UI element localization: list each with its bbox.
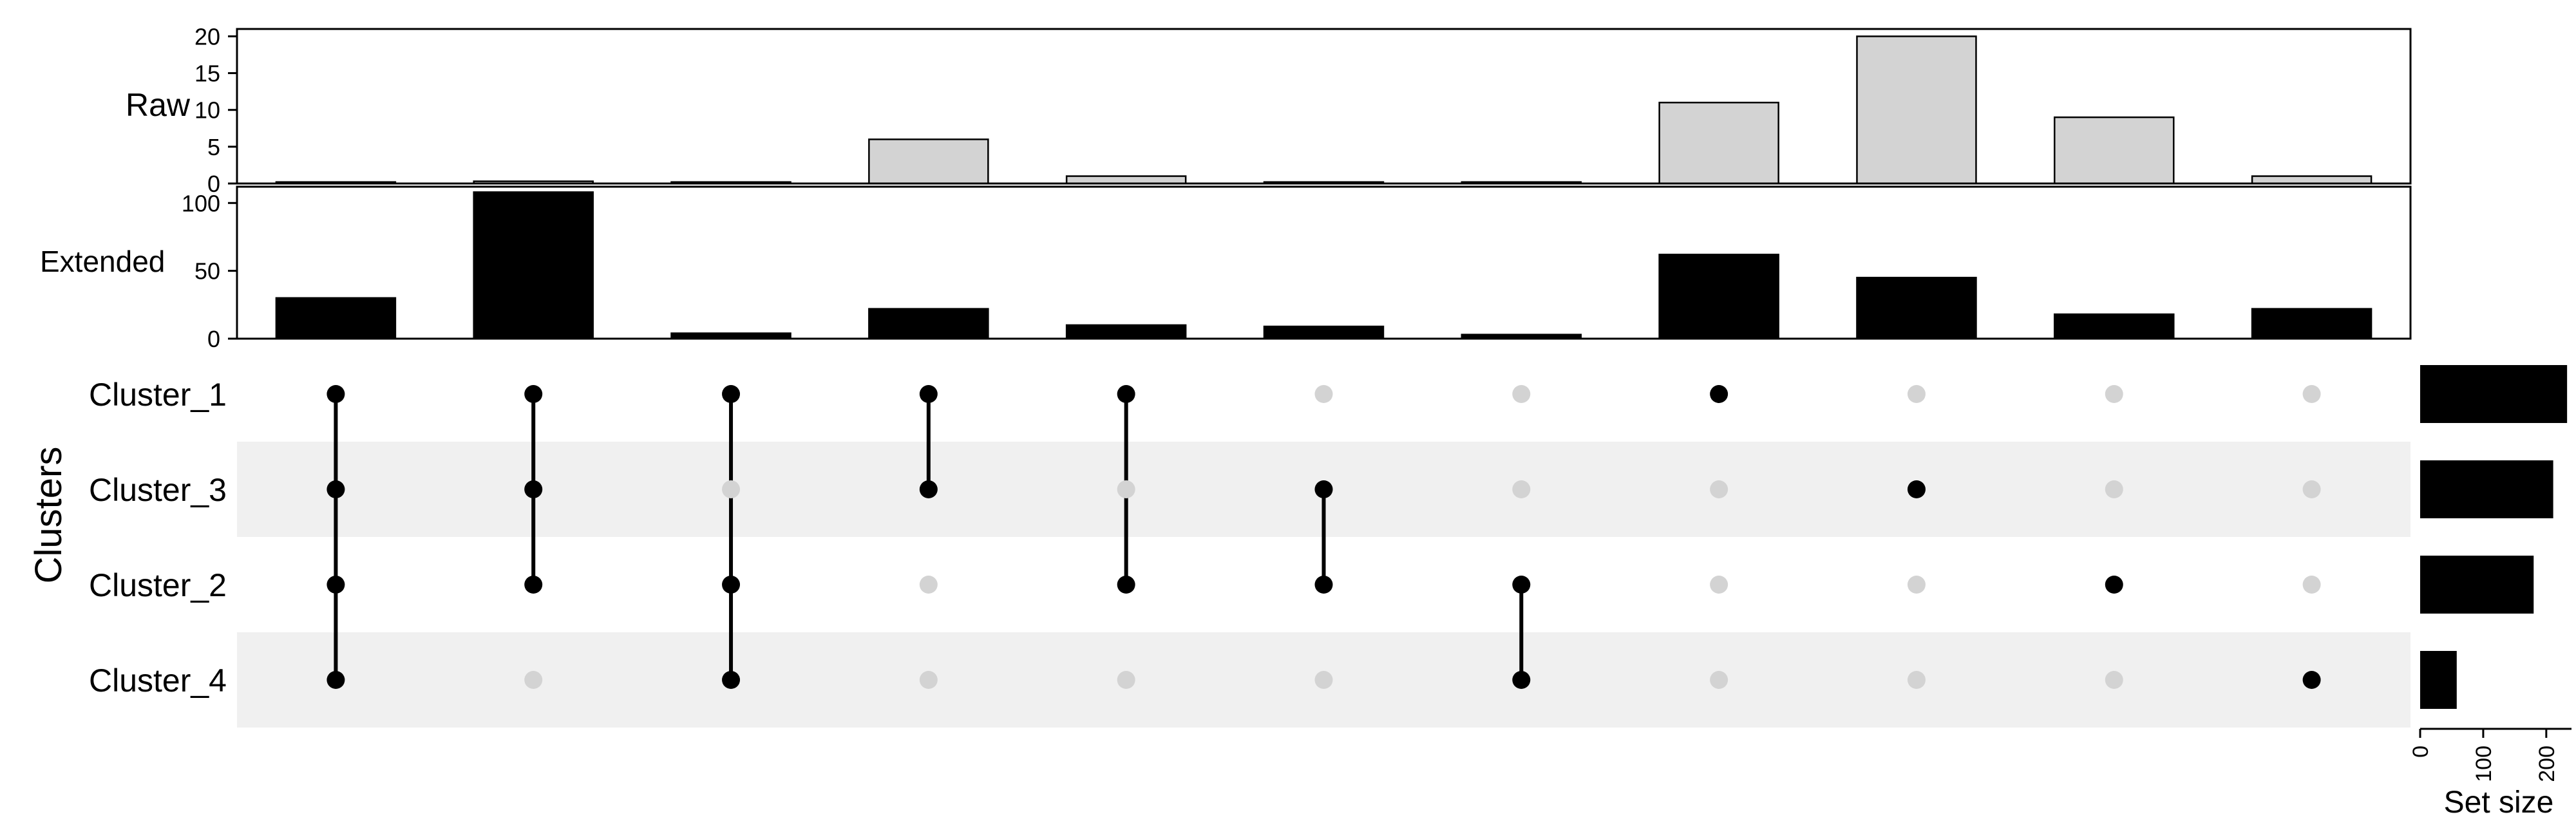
matrix-dot-inactive <box>1710 576 1728 594</box>
matrix-dot-inactive <box>1907 576 1926 594</box>
matrix-dot-inactive <box>2105 671 2123 689</box>
matrix-dot-active <box>1117 385 1135 403</box>
matrix-dot-inactive <box>1710 480 1728 498</box>
raw-tick-label: 5 <box>207 134 220 160</box>
matrix-dots <box>327 385 2321 689</box>
matrix-dot-active <box>919 480 938 498</box>
matrix-dot-active <box>327 671 345 689</box>
set-size-tick-label: 100 <box>2472 746 2496 782</box>
set-size-bars <box>2420 365 2568 709</box>
extended-bar <box>868 308 989 340</box>
matrix-dot-active <box>722 385 741 403</box>
set-label: Cluster_2 <box>89 567 227 603</box>
matrix-dot-active <box>2302 671 2321 689</box>
matrix-dot-active <box>327 576 345 594</box>
extended-bar <box>1658 254 1779 340</box>
extended-bar <box>1065 324 1187 340</box>
set-label: Cluster_1 <box>89 377 227 413</box>
set-size-tick-label: 200 <box>2535 746 2559 782</box>
matrix-axis-title: Clusters <box>28 447 70 584</box>
extended-tick-label: 100 <box>182 190 220 216</box>
matrix-dot-inactive <box>524 671 543 689</box>
matrix-dot-inactive <box>2105 480 2123 498</box>
matrix-stripes <box>237 442 2410 728</box>
raw-panel-frame <box>236 28 2412 185</box>
matrix-dot-active <box>1117 576 1135 594</box>
matrix-dot-inactive <box>722 480 741 498</box>
raw-bar <box>868 138 989 185</box>
extended-bar <box>275 297 397 340</box>
set-size-tick-label: 0 <box>2409 746 2433 758</box>
raw-y-axis: 0 5 10 15 20 <box>194 23 237 197</box>
matrix-dot-active <box>1512 576 1531 594</box>
intersection-matrix: Clusters Cluster_1Cluster_3Cluster_2Clus… <box>28 377 2410 728</box>
matrix-dot-inactive <box>1314 671 1333 689</box>
matrix-dot-active <box>1314 480 1333 498</box>
raw-tick-label: 10 <box>194 97 220 124</box>
matrix-dot-active <box>524 480 543 498</box>
raw-tick-label: 15 <box>194 61 220 87</box>
matrix-dot-inactive <box>919 576 938 594</box>
extended-bar <box>2054 313 2175 340</box>
matrix-dot-inactive <box>2302 480 2321 498</box>
matrix-dot-inactive <box>1512 385 1531 403</box>
matrix-dot-inactive <box>1117 671 1135 689</box>
extended-y-axis: 0 50 100 <box>182 190 237 352</box>
raw-tick-label: 20 <box>194 23 220 50</box>
matrix-dot-active <box>722 576 741 594</box>
matrix-dot-active <box>722 671 741 689</box>
matrix-dot-active <box>524 385 543 403</box>
raw-bar <box>2054 116 2175 185</box>
extended-bar <box>1856 276 1977 340</box>
raw-bar <box>1856 35 1977 185</box>
matrix-dot-inactive <box>1314 385 1333 403</box>
set-size-bar <box>2420 651 2457 709</box>
matrix-dot-inactive <box>2105 385 2123 403</box>
extended-bar <box>1263 325 1385 340</box>
matrix-dot-inactive <box>919 671 938 689</box>
matrix-dot-inactive <box>2302 576 2321 594</box>
matrix-dot-inactive <box>1512 480 1531 498</box>
matrix-dot-active <box>327 385 345 403</box>
extended-bar <box>473 191 594 340</box>
extended-bar <box>2251 308 2372 340</box>
set-label: Cluster_4 <box>89 663 227 699</box>
raw-axis-title: Raw <box>126 87 191 123</box>
set-size-panel: 0 100 200 Set size <box>2409 365 2571 820</box>
matrix-dot-inactive <box>1117 480 1135 498</box>
extended-panel: Extended 0 50 100 <box>40 185 2412 352</box>
set-size-axis-title: Set size <box>2444 785 2554 820</box>
raw-bar <box>2251 175 2372 185</box>
matrix-dot-inactive <box>1710 671 1728 689</box>
matrix-dot-inactive <box>2302 385 2321 403</box>
matrix-dot-inactive <box>1907 385 1926 403</box>
set-labels: Cluster_1 Cluster_3 Cluster_2 Cluster_4 <box>89 377 227 699</box>
matrix-dot-active <box>2105 576 2123 594</box>
raw-bar <box>1065 175 1187 185</box>
matrix-dot-active <box>919 385 938 403</box>
set-size-bar <box>2420 556 2534 614</box>
matrix-dot-active <box>1907 480 1926 498</box>
extended-panel-frame <box>236 185 2412 340</box>
set-label: Cluster_3 <box>89 472 227 508</box>
raw-panel: Raw 0 5 10 15 20 <box>126 23 2412 197</box>
extended-bars <box>275 191 2372 340</box>
raw-bars <box>275 35 2372 185</box>
matrix-dot-active <box>524 576 543 594</box>
set-size-x-axis: 0 100 200 <box>2409 728 2571 782</box>
set-size-bar <box>2420 460 2553 518</box>
extended-tick-label: 0 <box>207 326 220 352</box>
matrix-dot-active <box>1314 576 1333 594</box>
matrix-dot-active <box>1512 671 1531 689</box>
matrix-dot-active <box>1710 385 1728 403</box>
raw-bar <box>1658 102 1779 185</box>
matrix-dot-active <box>327 480 345 498</box>
extended-axis-title: Extended <box>40 245 165 278</box>
extended-tick-label: 50 <box>194 258 220 285</box>
set-size-bar <box>2420 365 2568 423</box>
matrix-dot-inactive <box>1907 671 1926 689</box>
raw-tick-label: 0 <box>207 171 220 197</box>
